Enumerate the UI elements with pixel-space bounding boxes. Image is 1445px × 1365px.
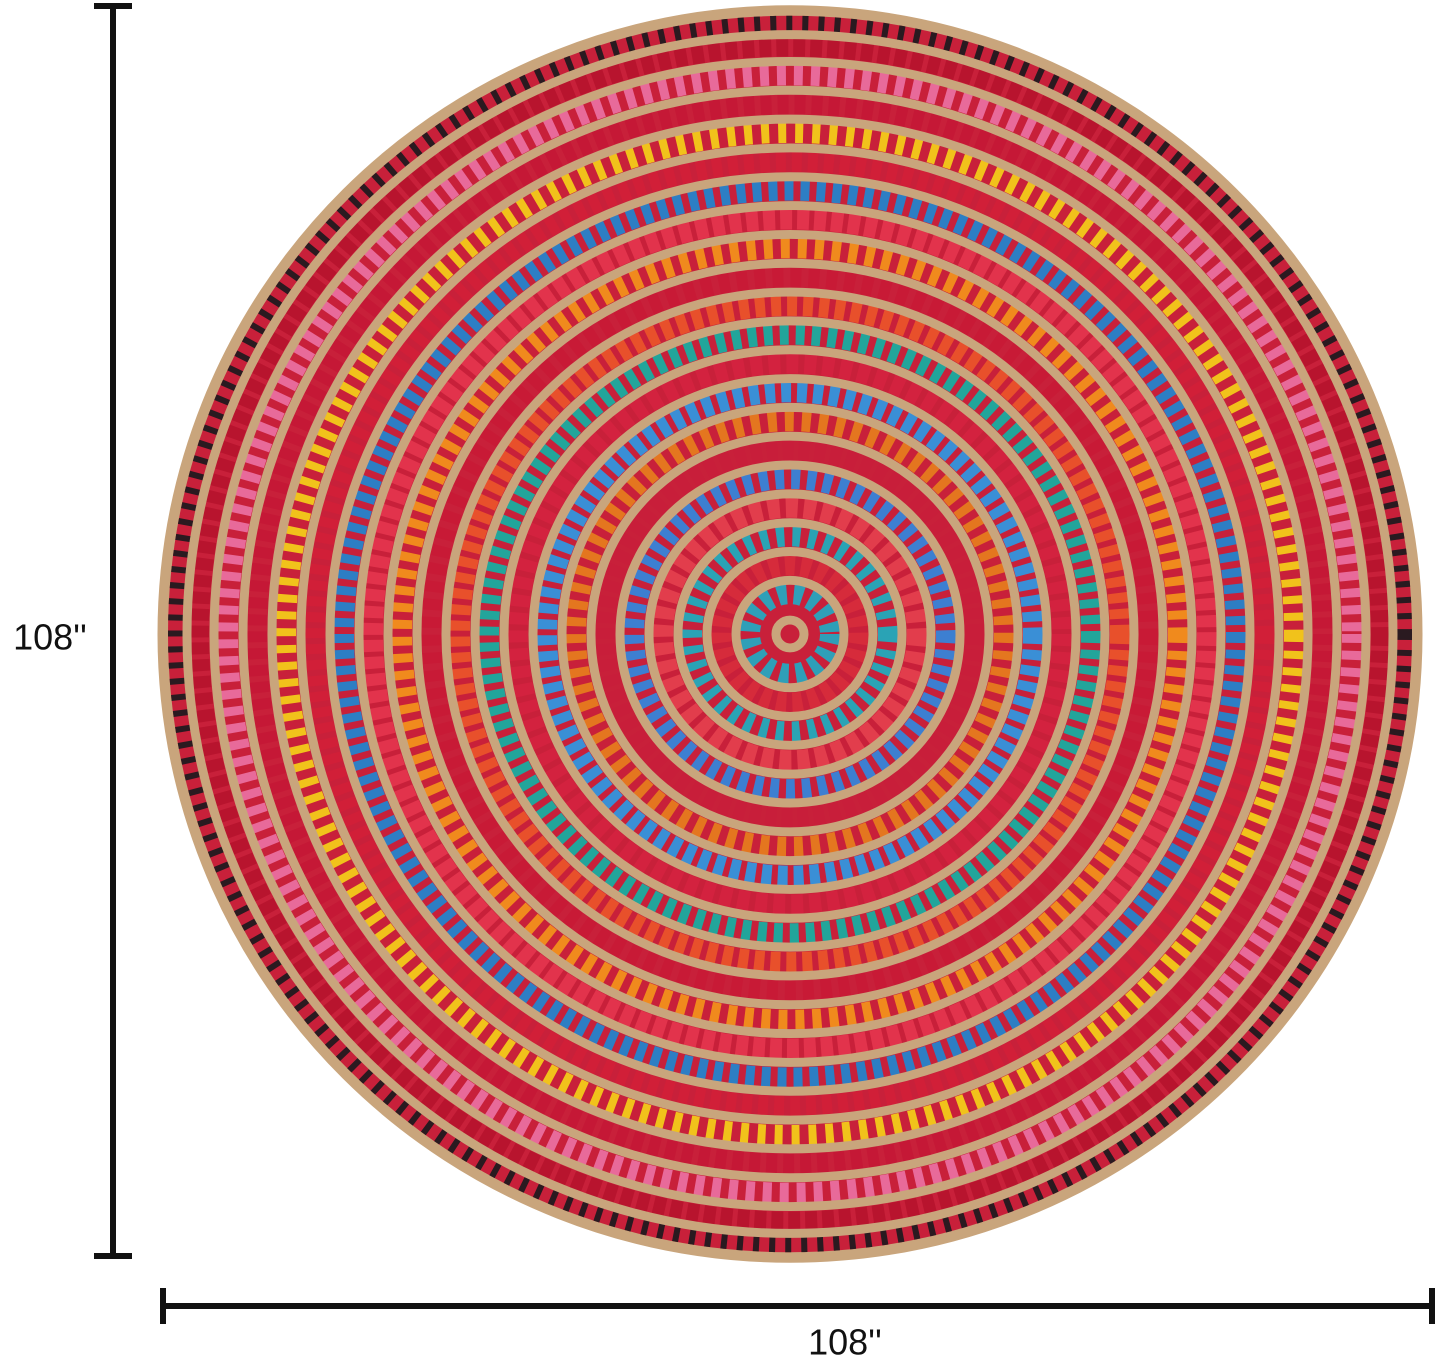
width-label: 108'': [808, 1322, 882, 1363]
width-dimension: [160, 1288, 1435, 1324]
rug-jute-rings: [157, 5, 1423, 1263]
rug-bands: [168, 15, 1412, 1253]
height-label: 108'': [13, 617, 87, 658]
label-backing: [0, 612, 108, 668]
height-dimension: [94, 3, 132, 1259]
round-rug: [157, 5, 1423, 1263]
